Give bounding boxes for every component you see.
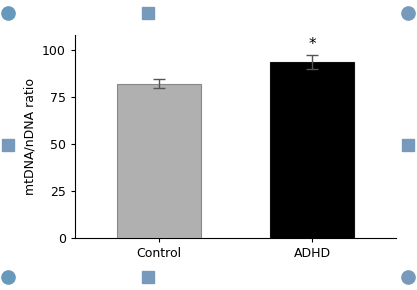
Text: *: * (308, 37, 316, 52)
Bar (270, 62, 354, 238)
Y-axis label: mtDNA/nDNA ratio: mtDNA/nDNA ratio (24, 78, 37, 195)
Bar (117, 84, 201, 238)
